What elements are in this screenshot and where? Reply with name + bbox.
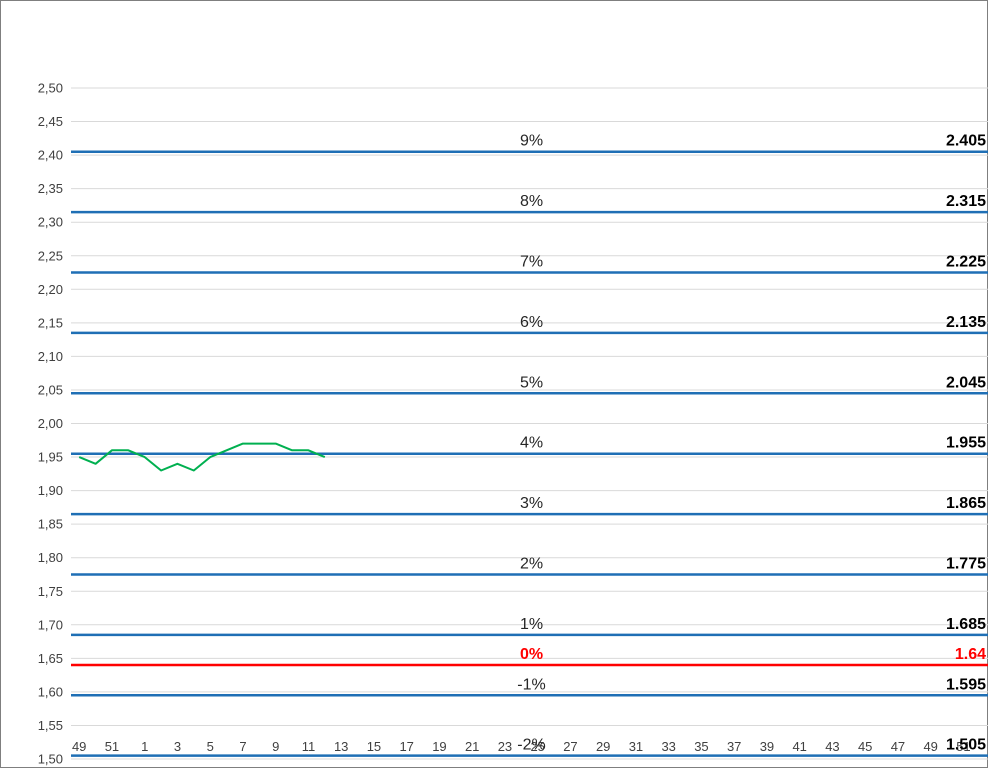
x-tick-label: 49 [72,739,86,754]
reference-percent-label: 2% [520,555,543,572]
x-tick-label: 31 [629,739,643,754]
y-tick-label: 2,30 [38,215,63,230]
y-tick-label: 2,05 [38,382,63,397]
y-tick-label: 1,80 [38,550,63,565]
x-tick-label: 7 [239,739,246,754]
reference-percent-label: 6% [520,314,543,331]
reference-value-label: 2.405 [946,133,986,150]
x-tick-label: 9 [272,739,279,754]
x-tick-label: 37 [727,739,741,754]
y-tick-label: 2,10 [38,349,63,364]
reference-labels: 9% 2.405 8% 2.315 7% 2.225 6% 2.135 5% 2.045 4% 1.9… [517,133,986,754]
x-tick-label: 43 [825,739,839,754]
x-tick-label: 45 [858,739,872,754]
reference-value-label: 1.775 [946,555,986,572]
x-tick-label: 19 [432,739,446,754]
x-tick-label: 47 [891,739,905,754]
x-tick-label: 23 [498,739,512,754]
y-tick-label: 2,25 [38,248,63,263]
y-tick-label: 1,65 [38,651,63,666]
reference-lines [71,150,988,757]
series [78,442,326,472]
y-tick-label: 1,90 [38,483,63,498]
x-tick-label: 3 [174,739,181,754]
reference-percent-label: 0% [520,646,543,663]
y-tick-label: 2,35 [38,181,63,196]
reference-percent-label: -1% [517,676,545,693]
y-tick-label: 1,60 [38,684,63,699]
x-tick-label: 51 [956,739,970,754]
reference-percent-label: 9% [520,133,543,150]
reference-percent-label: 1% [520,616,543,633]
x-tick-label: 39 [760,739,774,754]
reference-value-label: 2.135 [946,314,986,331]
gridlines [71,87,988,760]
y-tick-label: 2,50 [38,81,63,96]
reference-percent-label: 7% [520,254,543,271]
x-axis-tick-labels: 49 51 1 3 5 7 9 11 13 15 17 19 21 23 25 27 29 31 33 35 37 39 4… [72,739,971,754]
reference-percent-label: 4% [520,435,543,452]
reference-value-label: 1.505 [946,737,986,754]
x-tick-label: 29 [596,739,610,754]
y-tick-label: 2,40 [38,148,63,163]
x-tick-label: 33 [661,739,675,754]
y-tick-label: 2,45 [38,114,63,129]
x-tick-label: 51 [105,739,119,754]
x-tick-label: 27 [563,739,577,754]
reference-value-label: 1.865 [946,495,986,512]
x-tick-label: 49 [923,739,937,754]
x-tick-label: 11 [302,739,316,754]
reference-value-label: 2.225 [946,254,986,271]
x-tick-label: 5 [207,739,214,754]
y-axis-tick-labels: 1,50 1,55 1,60 1,65 1,70 1,75 1,80 1,85 1,90 1,95… [38,81,63,767]
reference-percent-label: 5% [520,374,543,391]
x-tick-label: 15 [367,739,381,754]
x-tick-label: 35 [694,739,708,754]
reference-value-label: 1.955 [946,435,986,452]
y-tick-label: 2,20 [38,282,63,297]
series-line [78,442,326,472]
x-tick-label: 21 [465,739,479,754]
y-tick-label: 1,70 [38,617,63,632]
x-tick-label: 13 [334,739,348,754]
reference-value-label: 2.045 [946,374,986,391]
y-tick-label: 1,75 [38,584,63,599]
y-tick-label: 1,95 [38,450,63,465]
y-tick-label: 2,00 [38,416,63,431]
reference-value-label: 2.315 [946,193,986,210]
reference-percent-label: 3% [520,495,543,512]
y-tick-label: 2,15 [38,315,63,330]
x-tick-label: 41 [792,739,806,754]
reference-percent-label: 8% [520,193,543,210]
reference-value-label: 1.64 [955,646,986,663]
reference-percent-label: -2% [517,737,545,754]
y-tick-label: 1,50 [38,752,63,767]
x-tick-label: 25 [530,739,544,754]
reference-value-label: 1.595 [946,676,986,693]
x-tick-label: 17 [399,739,413,754]
reference-value-label: 1.685 [946,616,986,633]
y-tick-label: 1,85 [38,517,63,532]
x-tick-label: 1 [141,739,148,754]
y-tick-label: 1,55 [38,718,63,733]
